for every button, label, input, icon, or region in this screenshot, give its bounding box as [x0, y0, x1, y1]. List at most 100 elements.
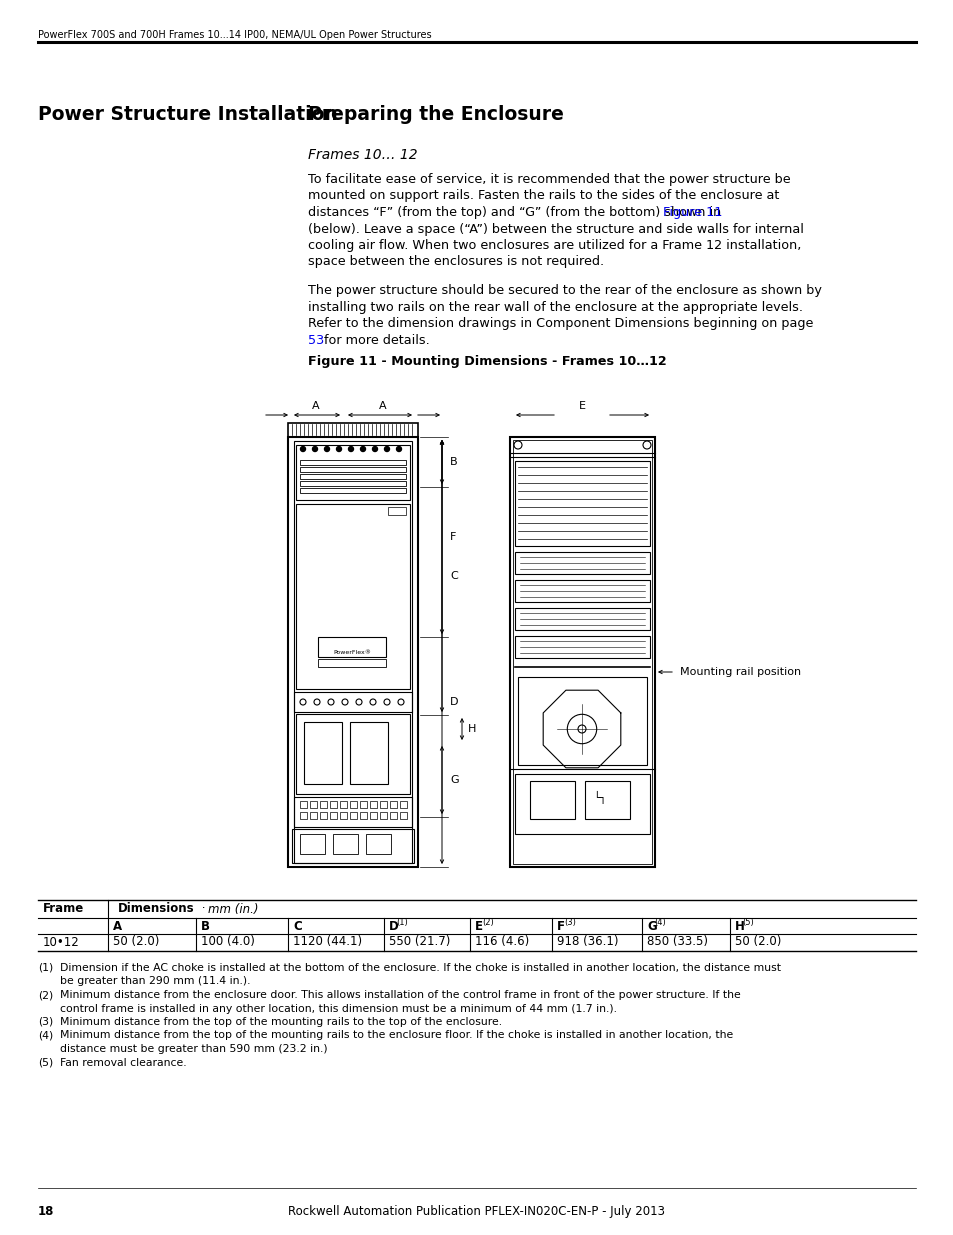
Text: 18: 18: [38, 1205, 54, 1218]
Bar: [350, 722, 388, 784]
Text: A: A: [112, 920, 122, 932]
Text: be greater than 290 mm (11.4 in.).: be greater than 290 mm (11.4 in.).: [60, 977, 251, 987]
Bar: [390, 811, 396, 819]
Bar: [399, 802, 407, 808]
Text: Minimum distance from the top of the mounting rails to the enclosure floor. If t: Minimum distance from the top of the mou…: [60, 1030, 733, 1041]
Text: 50 (2.0): 50 (2.0): [112, 935, 159, 948]
Text: Frame: Frame: [43, 903, 84, 915]
Text: E: E: [475, 920, 482, 932]
Text: A: A: [312, 401, 319, 411]
Circle shape: [396, 447, 401, 452]
Text: B: B: [201, 920, 210, 932]
Text: mm (in.): mm (in.): [208, 903, 258, 915]
Bar: [515, 774, 649, 834]
Bar: [584, 781, 629, 819]
Bar: [388, 508, 406, 515]
Text: C: C: [450, 571, 457, 580]
Text: (3): (3): [563, 918, 576, 926]
Circle shape: [384, 447, 389, 452]
Text: installing two rails on the rear wall of the enclosure at the appropriate levels: installing two rails on the rear wall of…: [308, 300, 802, 314]
Circle shape: [300, 447, 305, 452]
Bar: [310, 802, 316, 808]
Circle shape: [348, 447, 354, 452]
Bar: [317, 659, 386, 667]
Text: (1): (1): [395, 918, 407, 926]
Text: Figure 11 - Mounting Dimensions - Frames 10…12: Figure 11 - Mounting Dimensions - Frames…: [308, 356, 666, 368]
Text: 10•12: 10•12: [43, 935, 80, 948]
Text: (5): (5): [38, 1057, 53, 1067]
Text: 850 (33.5): 850 (33.5): [646, 935, 707, 948]
Text: B: B: [450, 457, 457, 467]
Text: C: C: [293, 920, 301, 932]
Text: Preparing the Enclosure: Preparing the Enclosure: [308, 105, 563, 124]
Bar: [299, 474, 406, 479]
Text: F: F: [450, 532, 456, 542]
Text: (1): (1): [38, 963, 53, 973]
Text: G: G: [450, 776, 458, 785]
Text: 53: 53: [308, 333, 324, 347]
Text: D: D: [389, 920, 398, 932]
Text: (5): (5): [741, 918, 753, 926]
Circle shape: [324, 447, 329, 452]
Text: Power Structure Installation: Power Structure Installation: [38, 105, 337, 124]
Circle shape: [360, 447, 365, 452]
Bar: [330, 811, 336, 819]
Bar: [288, 424, 417, 437]
Text: Refer to the dimension drawings in Component Dimensions beginning on page: Refer to the dimension drawings in Compo…: [308, 317, 813, 330]
Text: 116 (4.6): 116 (4.6): [475, 935, 529, 948]
Bar: [370, 802, 376, 808]
Bar: [299, 467, 406, 472]
Bar: [517, 677, 646, 764]
Text: cooling air flow. When two enclosures are utilized for a Frame 12 installation,: cooling air flow. When two enclosures ar…: [308, 240, 801, 252]
Bar: [294, 797, 412, 827]
Text: Figure 11: Figure 11: [662, 206, 721, 219]
Circle shape: [336, 447, 341, 452]
Bar: [350, 811, 356, 819]
Text: Dimension if the AC choke is installed at the bottom of the enclosure. If the ch: Dimension if the AC choke is installed a…: [60, 963, 781, 973]
Text: └┐: └┐: [593, 790, 606, 804]
Bar: [510, 437, 655, 867]
Text: Fan removal clearance.: Fan removal clearance.: [60, 1057, 187, 1067]
Bar: [299, 802, 307, 808]
Bar: [379, 811, 387, 819]
Text: Rockwell Automation Publication PFLEX-IN020C-EN-P - July 2013: Rockwell Automation Publication PFLEX-IN…: [288, 1205, 665, 1218]
Text: (4): (4): [654, 918, 665, 926]
Text: distance must be greater than 590 mm (23.2 in.): distance must be greater than 590 mm (23…: [60, 1044, 327, 1053]
Text: (4): (4): [38, 1030, 53, 1041]
Bar: [304, 722, 341, 784]
Bar: [366, 834, 391, 853]
Bar: [292, 829, 414, 863]
Text: D: D: [450, 697, 458, 706]
Bar: [390, 802, 396, 808]
Text: 100 (4.0): 100 (4.0): [201, 935, 254, 948]
Bar: [339, 802, 347, 808]
Bar: [294, 441, 412, 863]
Text: Minimum distance from the top of the mounting rails to the top of the enclosure.: Minimum distance from the top of the mou…: [60, 1016, 501, 1028]
Text: E: E: [578, 401, 585, 411]
Bar: [399, 811, 407, 819]
Bar: [299, 480, 406, 487]
Text: (2): (2): [481, 918, 494, 926]
Bar: [333, 834, 357, 853]
Text: space between the enclosures is not required.: space between the enclosures is not requ…: [308, 256, 603, 268]
Bar: [288, 437, 417, 867]
Bar: [513, 440, 651, 864]
Text: H: H: [734, 920, 744, 932]
Text: 550 (21.7): 550 (21.7): [389, 935, 450, 948]
Bar: [330, 802, 336, 808]
Text: G: G: [646, 920, 656, 932]
Text: Dimensions: Dimensions: [118, 903, 194, 915]
Text: mounted on support rails. Fasten the rails to the sides of the enclosure at: mounted on support rails. Fasten the rai…: [308, 189, 779, 203]
Bar: [299, 488, 406, 493]
Bar: [359, 811, 367, 819]
Text: The power structure should be secured to the rear of the enclosure as shown by: The power structure should be secured to…: [308, 284, 821, 296]
Text: A: A: [378, 401, 386, 411]
Bar: [530, 781, 575, 819]
Bar: [295, 504, 410, 689]
Text: H: H: [468, 724, 476, 734]
Bar: [295, 714, 410, 794]
Bar: [294, 692, 412, 713]
Circle shape: [313, 447, 317, 452]
Text: Minimum distance from the enclosure door. This allows installation of the contro: Minimum distance from the enclosure door…: [60, 990, 740, 1000]
Bar: [339, 811, 347, 819]
